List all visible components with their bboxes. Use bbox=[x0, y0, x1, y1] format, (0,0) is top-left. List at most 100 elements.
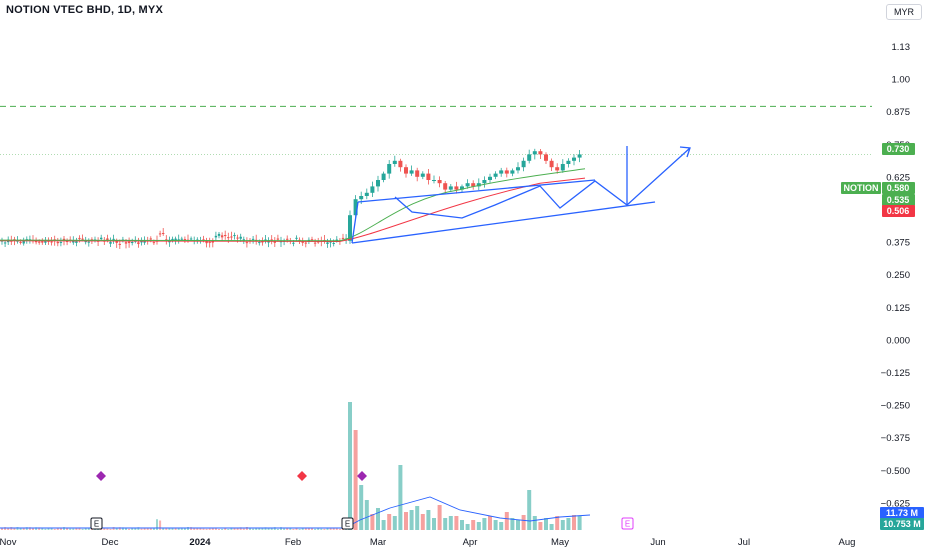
candle-body bbox=[437, 180, 442, 184]
volume-bar bbox=[538, 522, 543, 530]
volume-bar bbox=[56, 528, 59, 530]
volume-bar bbox=[103, 527, 106, 530]
y-tick-label: 0.125 bbox=[886, 303, 910, 314]
candle-body bbox=[364, 192, 369, 196]
earnings-marker-label: E bbox=[94, 520, 99, 529]
volume-bar bbox=[7, 527, 10, 530]
x-tick-label: 2024 bbox=[189, 537, 211, 548]
candle-body bbox=[65, 241, 69, 243]
volume-bar bbox=[81, 528, 84, 530]
candle-body bbox=[398, 160, 403, 168]
x-tick-label: Jul bbox=[738, 537, 750, 548]
volume-bar bbox=[159, 520, 162, 530]
volume-bar bbox=[202, 528, 205, 530]
volume-bar bbox=[320, 528, 323, 530]
candle-body bbox=[493, 173, 498, 177]
volume-bar bbox=[1, 528, 3, 530]
candle-body bbox=[420, 173, 425, 177]
channel-left-edge bbox=[351, 201, 359, 244]
volume-bar bbox=[4, 527, 7, 530]
volume-bar bbox=[252, 528, 255, 530]
volume-bar bbox=[443, 518, 448, 530]
volume-bar bbox=[44, 528, 47, 530]
volume-tag-bg bbox=[880, 507, 924, 519]
candle-body bbox=[348, 215, 352, 241]
candle-body bbox=[560, 164, 565, 171]
candle-body bbox=[115, 240, 118, 243]
candle-body bbox=[174, 238, 177, 241]
volume-bar bbox=[146, 527, 149, 530]
volume-bar bbox=[19, 528, 22, 530]
x-tick-label: May bbox=[551, 537, 569, 548]
volume-bar bbox=[532, 516, 537, 530]
long-moving-average bbox=[0, 177, 586, 242]
volume-bar bbox=[314, 528, 317, 530]
candle-body bbox=[273, 241, 276, 243]
candle-body bbox=[34, 240, 38, 243]
candle-body bbox=[454, 186, 459, 190]
chart-title: NOTION VTEC BHD, 1D, MYX bbox=[6, 4, 163, 16]
volume-bar bbox=[75, 527, 78, 530]
volume-bar bbox=[348, 402, 352, 530]
candle-body bbox=[555, 167, 560, 171]
candle-body bbox=[152, 242, 156, 244]
volume-bar bbox=[38, 527, 41, 530]
earnings-marker-icon bbox=[341, 517, 354, 530]
volume-bar bbox=[338, 528, 341, 530]
candle-body bbox=[341, 237, 345, 239]
candle-body bbox=[261, 241, 264, 243]
candle-body bbox=[510, 170, 515, 174]
candle-body bbox=[118, 243, 121, 245]
candle-body bbox=[301, 241, 304, 243]
volume-bar bbox=[230, 527, 233, 530]
earnings-marker-label: E bbox=[345, 520, 350, 529]
volume-bar bbox=[298, 528, 301, 530]
volume-bar bbox=[404, 512, 408, 530]
volume-bar bbox=[283, 528, 286, 530]
volume-bar bbox=[168, 528, 171, 530]
candle-body bbox=[211, 241, 214, 243]
volume-bar bbox=[211, 528, 214, 530]
candle-body bbox=[236, 237, 239, 239]
volume-bar bbox=[131, 528, 134, 530]
volume-bar bbox=[504, 512, 509, 530]
candle-body bbox=[270, 239, 273, 241]
channel-lower-line bbox=[351, 201, 656, 244]
candle-body bbox=[22, 240, 25, 244]
candle-body bbox=[183, 239, 187, 241]
price-tag-label: 0.506 bbox=[887, 206, 910, 216]
volume-bar bbox=[381, 520, 386, 530]
candle-body bbox=[217, 233, 221, 236]
candle-body bbox=[3, 242, 7, 244]
x-tick-label: Mar bbox=[370, 537, 386, 548]
candle-body bbox=[476, 183, 481, 187]
volume-bar bbox=[544, 518, 548, 530]
candle-body bbox=[239, 236, 242, 239]
volume-bar bbox=[22, 527, 25, 530]
volume-bar bbox=[78, 527, 81, 530]
candle-body bbox=[56, 242, 59, 244]
currency-button[interactable]: MYR bbox=[886, 4, 922, 20]
volume-bar bbox=[387, 514, 392, 530]
volume-bar bbox=[174, 528, 177, 530]
price-tag-bg bbox=[882, 143, 915, 155]
price-tag-bg bbox=[882, 205, 915, 217]
volume-bar bbox=[255, 527, 258, 530]
candle-body bbox=[276, 238, 280, 240]
candle-body bbox=[137, 242, 140, 245]
volume-bar bbox=[115, 527, 118, 530]
candle-body bbox=[78, 237, 81, 239]
volume-bar bbox=[311, 527, 313, 530]
volume-bar bbox=[128, 528, 131, 530]
volume-bar bbox=[47, 527, 50, 530]
candle-body bbox=[335, 239, 338, 241]
candle-body bbox=[404, 167, 408, 174]
candle-body bbox=[214, 235, 218, 238]
candle-body bbox=[245, 242, 249, 244]
volume-bar bbox=[50, 528, 53, 530]
y-tick-label: 1.00 bbox=[892, 75, 911, 86]
candle-body bbox=[38, 241, 41, 243]
volume-bar bbox=[227, 528, 230, 530]
volume-bar bbox=[572, 515, 576, 530]
